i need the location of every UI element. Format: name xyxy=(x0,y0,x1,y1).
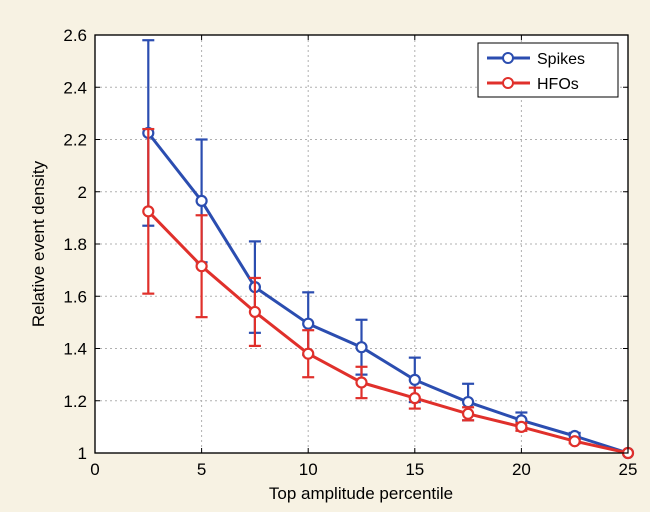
data-point-spikes xyxy=(302,317,315,330)
x-tick-label: 5 xyxy=(197,460,206,479)
legend: Spikes HFOs xyxy=(477,42,619,98)
data-point-hfos xyxy=(515,420,528,433)
x-tick-label: 15 xyxy=(405,460,424,479)
x-axis-title: Top amplitude percentile xyxy=(269,484,453,503)
series-line-spikes xyxy=(147,132,629,455)
data-point-hfos xyxy=(142,205,155,218)
x-tick-label: 25 xyxy=(619,460,638,479)
x-tick-label: 0 xyxy=(90,460,99,479)
y-tick-label: 2.2 xyxy=(63,131,87,150)
data-point-hfos xyxy=(248,305,261,319)
data-point-hfos xyxy=(568,435,581,448)
data-point-hfos xyxy=(408,392,421,405)
y-tick-label: 2.6 xyxy=(63,26,87,45)
x-tick-label: 10 xyxy=(299,460,318,479)
data-point-hfos xyxy=(302,347,315,360)
series-layer xyxy=(142,39,635,460)
y-tick-label: 2.4 xyxy=(63,78,87,97)
y-axis-title: Relative event density xyxy=(29,160,48,327)
data-point-spikes xyxy=(408,373,421,386)
y-tick-label: 1.4 xyxy=(63,340,87,359)
data-point-spikes xyxy=(195,194,208,207)
series-line-hfos xyxy=(147,210,629,455)
legend-box xyxy=(477,42,619,98)
legend-marker-spikes xyxy=(502,52,514,64)
x-tick-label: 20 xyxy=(512,460,531,479)
legend-marker-hfos xyxy=(502,77,514,89)
plot-frame xyxy=(94,34,629,454)
y-tick-label: 1.2 xyxy=(63,392,87,411)
legend-label-spikes: Spikes xyxy=(537,51,585,68)
data-point-spikes xyxy=(462,395,475,409)
data-point-hfos xyxy=(462,407,475,420)
series-hfos xyxy=(142,127,635,460)
y-tick-label: 1 xyxy=(78,444,87,463)
y-axis-ticks: 1 1.2 1.4 1.6 1.8 2 2.2 2.4 2.6 xyxy=(63,26,628,463)
y-tick-label: 2 xyxy=(78,183,87,202)
y-tick-label: 1.6 xyxy=(63,287,87,306)
y-tick-label: 1.8 xyxy=(63,235,87,254)
data-point-spikes xyxy=(355,341,368,354)
legend-label-hfos: HFOs xyxy=(537,76,579,93)
data-point-hfos xyxy=(195,260,208,273)
data-point-hfos xyxy=(355,376,368,389)
